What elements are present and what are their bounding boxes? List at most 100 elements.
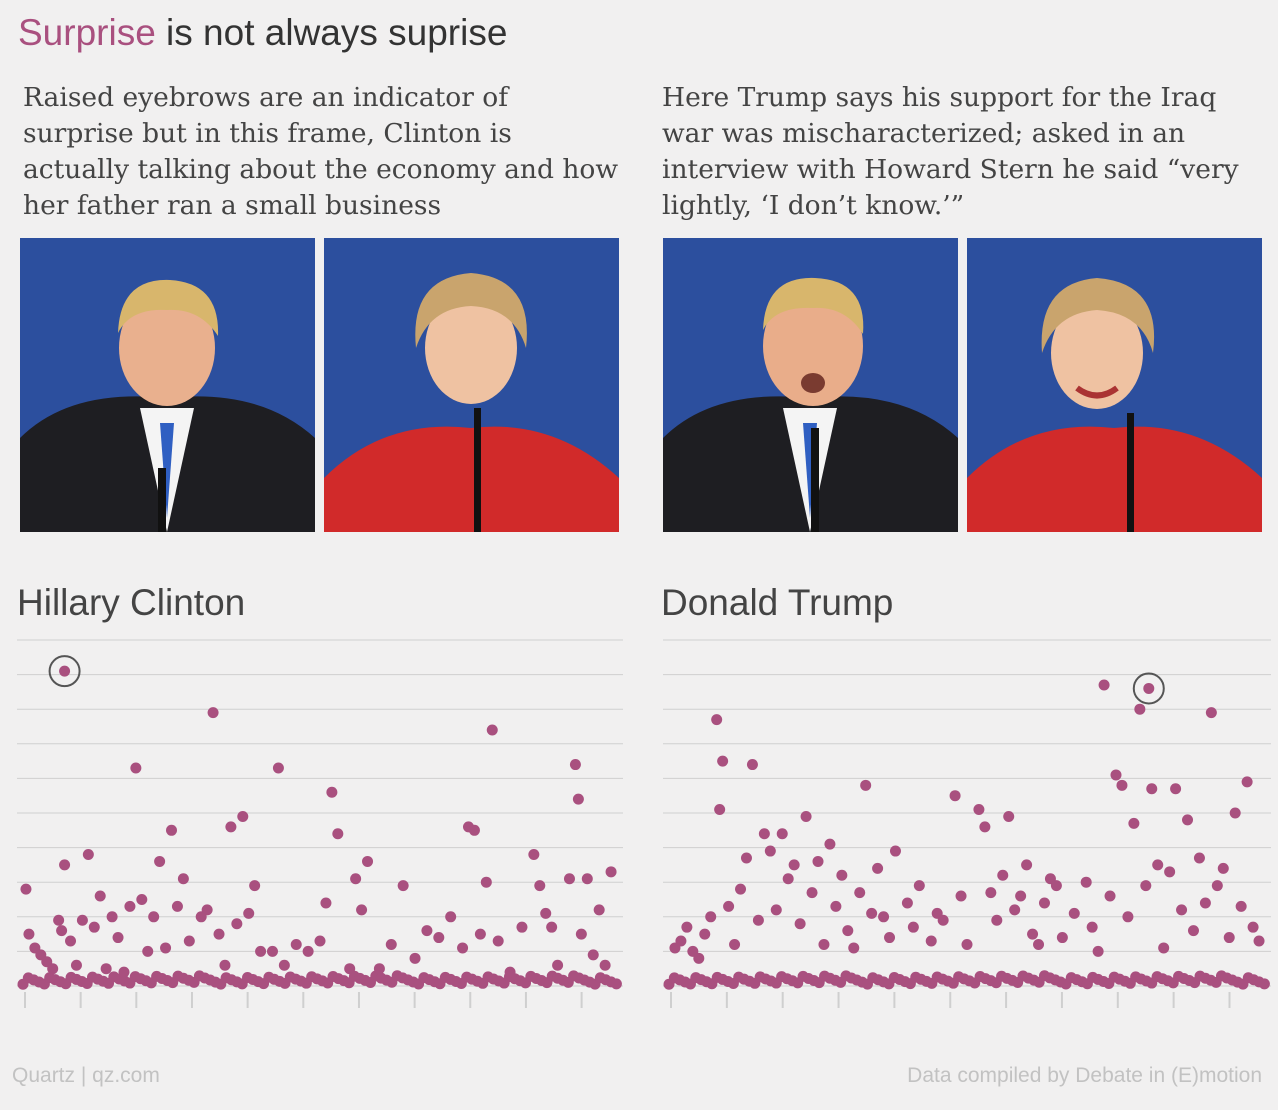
data-point [1104,890,1116,902]
data-point [569,759,581,771]
data-point [961,938,973,950]
data-point [1187,925,1199,937]
data-point [723,900,735,912]
data-point [552,959,564,971]
caption-left: Raised eyebrows are an indicator of surp… [23,82,619,221]
data-point [752,914,764,926]
data-point [937,914,949,926]
data-point [326,786,338,798]
data-point [1176,904,1188,916]
data-point [82,849,94,861]
data-point [302,945,314,957]
title-highlight: Surprise [18,12,156,53]
data-point [409,952,421,964]
data-point [534,880,546,892]
data-point [572,793,584,805]
data-point [764,845,776,857]
data-point [136,894,148,905]
data-point [818,938,830,950]
data-point [884,932,896,944]
data-point [546,921,558,933]
caption-right: Here Trump says his support for the Iraq… [662,82,1239,221]
data-point [47,963,59,975]
data-point [88,921,100,933]
data-point [848,942,860,954]
data-point [1015,890,1027,902]
data-point [563,873,575,885]
data-point [979,821,991,833]
data-point [991,914,1003,926]
data-point [717,755,729,767]
data-point [1056,932,1068,944]
highlight-ring [1132,672,1165,705]
data-point [1128,817,1140,829]
data-point [480,876,492,888]
data-point [362,855,374,867]
data-point [1098,679,1110,691]
data-point [1027,928,1039,940]
data-point [171,900,183,912]
data-point [385,938,397,950]
data-point [474,928,486,940]
data-point [65,935,77,947]
data-point [183,935,195,947]
data-point [457,942,469,954]
data-point [729,938,741,950]
chart-title-clinton: Hillary Clinton [17,582,246,623]
data-point [1241,776,1253,788]
data-point [699,928,711,940]
data-point [255,945,267,957]
data-point [812,855,824,867]
data-point [770,904,782,916]
data-point [830,900,842,912]
data-point [266,945,278,957]
data-point [1158,942,1170,954]
data-point [314,935,326,947]
data-point [1086,921,1098,933]
data-point [201,904,213,916]
data-point [1253,935,1265,947]
data-point [540,907,552,919]
data-point [249,880,261,892]
data-point [1223,932,1235,944]
data-point [130,762,142,774]
data-point [486,724,498,736]
data-point [1247,921,1259,933]
data-point [878,911,890,923]
data-point [575,928,587,940]
data-point [166,824,177,836]
data-point [112,932,124,944]
data-point [1134,703,1146,715]
data-point [758,828,770,840]
data-point [1152,859,1164,871]
data-point [711,714,723,726]
data-point [59,859,71,871]
title-rest: is not always suprise [155,12,508,53]
data-point [860,779,872,791]
data-point [824,838,836,850]
data-point [1009,904,1021,916]
data-point [901,897,913,909]
data-point [800,810,812,822]
data-point [118,966,130,978]
data-point [776,828,788,840]
data-point [421,925,433,937]
data-point [949,790,961,802]
data-point [1140,880,1152,892]
data-point [1050,880,1062,892]
data-point [955,890,967,902]
data-point [290,938,302,950]
data-point [243,907,255,919]
data-point [356,904,368,916]
data-point [528,849,540,861]
data-point [70,959,82,971]
data-point [985,887,997,899]
data-point [605,866,617,878]
data-point [1068,907,1080,919]
baseline-dot [1258,978,1270,990]
data-point [320,897,332,909]
chart-title-trump: Donald Trump [661,582,894,623]
page-title: Surprise is not always suprise [18,12,507,54]
data-point [219,959,231,971]
data-point [504,966,516,978]
